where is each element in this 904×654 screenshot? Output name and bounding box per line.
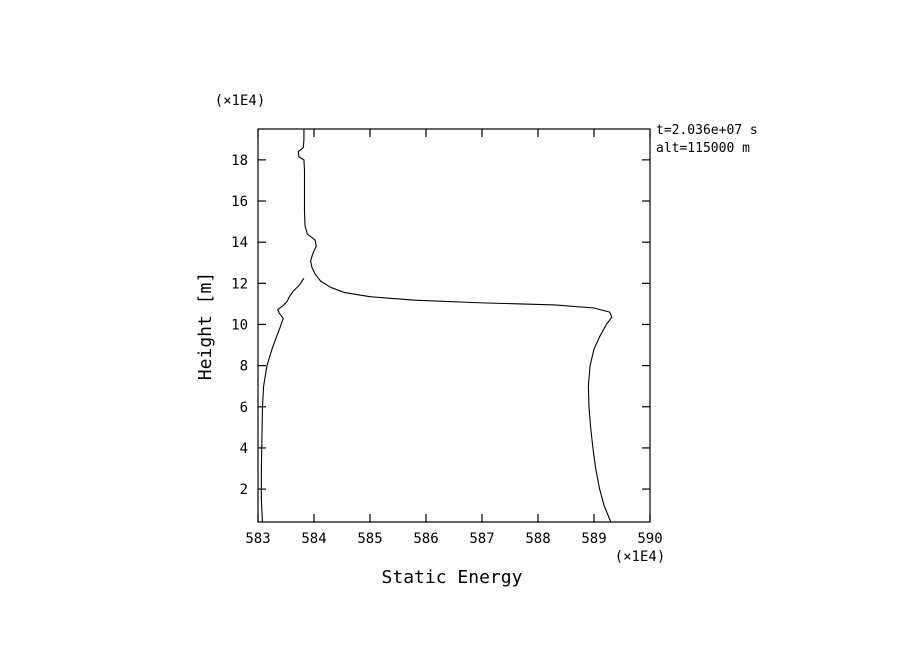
y-tick-label: 4 — [240, 441, 248, 457]
y-tick-label: 14 — [231, 235, 248, 251]
x-tick-label: 586 — [413, 531, 438, 547]
y-tick-label: 10 — [231, 317, 248, 333]
left-branch-profile-line — [260, 277, 305, 523]
x-tick-label: 587 — [469, 531, 494, 547]
x-tick-label: 585 — [357, 531, 382, 547]
annotation-altitude: alt=115000 m — [656, 141, 750, 156]
static-energy-profile-line — [297, 129, 613, 523]
x-tick-label: 583 — [245, 531, 270, 547]
x-tick-label: 590 — [637, 531, 662, 547]
y-tick-label: 8 — [240, 359, 248, 375]
x-tick-label: 584 — [301, 531, 326, 547]
y-tick-label: 18 — [231, 153, 248, 169]
y-tick-label: 2 — [240, 482, 248, 498]
plot-frame — [257, 128, 651, 523]
y-tick-label: 16 — [231, 194, 248, 210]
x-tick-label: 589 — [581, 531, 606, 547]
y-tick-label: 6 — [240, 400, 248, 416]
data-curves — [260, 129, 613, 523]
y-axis-ticks — [258, 159, 650, 490]
x-axis-tick-labels: 583 584 585 586 587 588 589 590 — [245, 531, 662, 547]
y-axis-tick-labels: 2 4 6 8 10 12 14 16 18 — [231, 153, 248, 498]
y-tick-label: 12 — [231, 276, 248, 292]
y-axis-multiplier-label: (×1E4) — [215, 93, 266, 109]
x-tick-label: 588 — [525, 531, 550, 547]
y-axis-title: Height [m] — [195, 272, 216, 380]
x-axis-multiplier-label: (×1E4) — [615, 549, 666, 565]
x-axis-title: Static Energy — [382, 567, 523, 588]
annotation-time: t=2.036e+07 s — [656, 123, 758, 138]
x-axis-ticks — [257, 129, 651, 522]
